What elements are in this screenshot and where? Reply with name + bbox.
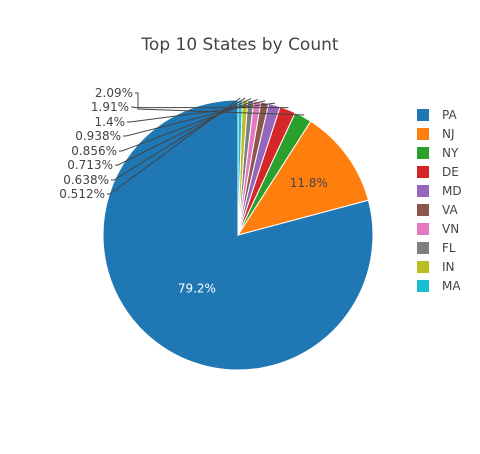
legend-swatch-pa[interactable] [417,109,429,121]
legend: PA NJ NY DE MD VA VN FL IN MA [417,108,462,293]
legend-label-va[interactable]: VA [442,203,458,217]
legend-label-fl[interactable]: FL [442,241,456,255]
slice-label-md: 1.4% [95,115,126,129]
slice-label-ny: 2.09% [95,86,133,100]
legend-label-de[interactable]: DE [442,165,459,179]
slice-label-fl: 0.713% [67,158,113,172]
legend-swatch-va[interactable] [417,204,429,216]
leader-line-fl [115,98,252,166]
leader-line-de [131,106,289,109]
slice-labels: 79.2% 11.8% 2.09%1.91%1.4%0.938%0.856%0.71… [59,86,328,296]
legend-label-md[interactable]: MD [442,184,462,198]
legend-label-nj[interactable]: NJ [442,127,455,141]
chart-title: Top 10 States by Count [140,35,338,55]
slice-label-nj: 11.8% [290,176,328,190]
leader-line-ma [107,97,241,195]
legend-label-ny[interactable]: NY [442,146,459,160]
legend-swatch-de[interactable] [417,166,429,178]
legend-label-in[interactable]: IN [442,260,455,274]
leader-line-va [123,100,266,137]
legend-swatch-in[interactable] [417,261,429,273]
slice-label-ma: 0.512% [59,187,105,201]
legend-swatch-md[interactable] [417,185,429,197]
slice-label-va: 0.938% [75,129,121,143]
pie-slices [102,99,374,371]
legend-swatch-vn[interactable] [417,223,429,235]
pie-slice-nj [236,120,370,236]
slice-label-de: 1.91% [91,100,129,114]
slice-label-pa: 79.2% [178,282,216,296]
legend-label-ma[interactable]: MA [442,279,461,293]
leader-line-in [111,97,246,181]
slice-label-in: 0.638% [63,173,109,187]
legend-swatch-fl[interactable] [417,242,429,254]
leader-line-vn [119,98,258,152]
leader-lines [107,92,305,195]
legend-swatch-ma[interactable] [417,280,429,292]
legend-swatch-ny[interactable] [417,147,429,159]
legend-label-pa[interactable]: PA [442,108,457,122]
slice-label-vn: 0.856% [71,144,117,158]
legend-label-vn[interactable]: VN [442,222,459,236]
legend-swatch-nj[interactable] [417,128,429,140]
